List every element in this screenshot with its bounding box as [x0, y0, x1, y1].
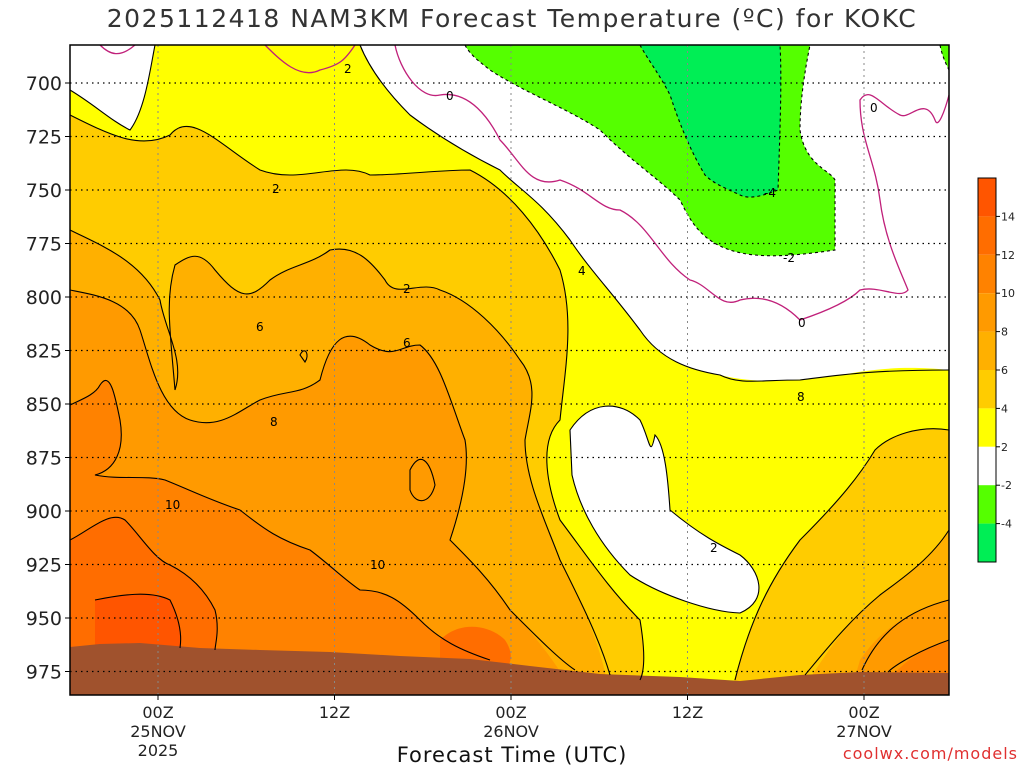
contour-line-negative — [639, 44, 782, 198]
colorbar-bin — [978, 370, 996, 409]
contour-label: -2 — [783, 251, 795, 265]
plot-frame — [69, 44, 950, 696]
contour-label: 2 — [710, 541, 718, 555]
contour-line-negative — [464, 44, 836, 257]
y-tick-label: 725 — [26, 127, 62, 149]
y-tick-label: 850 — [26, 394, 62, 416]
colorbar-bin — [978, 446, 996, 486]
x-axis-title: Forecast Time (UTC) — [396, 743, 628, 767]
colorbar-bin — [978, 523, 996, 562]
contour-label: 6 — [403, 336, 411, 350]
fill-orange-14 — [95, 594, 181, 650]
grid-layer — [70, 45, 949, 695]
fill-white-pocket — [570, 406, 759, 613]
y-tick-label: 975 — [26, 662, 62, 684]
contour-line — [359, 44, 950, 382]
colorbar-label: 12 — [1001, 249, 1015, 262]
colorbar-label: -4 — [1001, 518, 1012, 531]
fill-white-topleft — [70, 45, 155, 130]
contour-line — [569, 405, 760, 614]
contour-label: 8 — [270, 415, 278, 429]
contour-label-layer: 2 0 2 0 -4 -2 4 2 0 6 6 8 8 2 10 10 — [165, 62, 878, 572]
contour-line — [69, 44, 156, 131]
colorbar-label: 10 — [1001, 287, 1015, 300]
fill-green-small — [940, 45, 949, 70]
contour-label: 0 — [870, 101, 878, 115]
colorbar-bin — [978, 178, 996, 217]
colorbar-label: 4 — [1001, 402, 1008, 415]
x-tick-label: 00Z — [495, 703, 526, 722]
contour-label: -4 — [764, 186, 776, 200]
x-tick-label: 12Z — [672, 703, 703, 722]
y-tick-label: 800 — [26, 287, 62, 309]
colorbar: 14 12 10 8 6 4 2 -2 -4 — [977, 177, 1015, 563]
colorbar-label: 6 — [1001, 364, 1008, 377]
colorbar-label: 8 — [1001, 326, 1008, 339]
contour-line — [804, 529, 950, 676]
colorbar-bin — [978, 293, 996, 332]
y-tick-label: 825 — [26, 341, 62, 363]
chart-title: 2025112418 NAM3KM Forecast Temperature (… — [106, 4, 918, 33]
x-tick-label: 00Z — [848, 703, 879, 722]
contour-line — [734, 428, 950, 681]
contour-label: 0 — [446, 89, 454, 103]
colorbar-bin — [978, 254, 996, 294]
temperature-fill-layer — [70, 45, 949, 695]
y-axis: 700 725 750 775 800 825 850 875 900 925 950 975 — [26, 73, 70, 684]
x-tick-label: 12Z — [319, 703, 350, 722]
contour-line — [94, 593, 182, 649]
y-tick-label: 950 — [26, 608, 62, 630]
freezing-contours — [99, 44, 950, 321]
contour-label: 8 — [797, 390, 805, 404]
contour-label: 6 — [256, 320, 264, 334]
y-tick-label: 900 — [26, 501, 62, 523]
y-tick-label: 750 — [26, 180, 62, 202]
contour-line — [409, 458, 436, 502]
x-tick-label: 27NOV — [836, 722, 892, 741]
colorbar-bin — [978, 408, 996, 447]
credit-text: coolwx.com/models — [842, 744, 1018, 763]
contour-label: 2 — [344, 62, 352, 76]
contour-line — [861, 599, 950, 671]
colorbar-bin — [978, 485, 996, 524]
colorbar-label: 2 — [1001, 441, 1008, 454]
x-tick-label: 00Z — [142, 703, 173, 722]
colorbar-bin — [978, 216, 996, 255]
contour-line — [299, 350, 308, 363]
contour-line — [69, 114, 645, 681]
contour-line-zero — [394, 44, 950, 321]
x-tick-label: 2025 — [138, 741, 179, 760]
y-tick-label: 775 — [26, 234, 62, 256]
contour-label: 2 — [272, 182, 280, 196]
y-tick-label: 925 — [26, 555, 62, 577]
contour-line-zero — [264, 44, 356, 74]
contour-label: 10 — [165, 498, 180, 512]
contour-line — [69, 229, 611, 676]
contour-lines — [69, 44, 950, 681]
x-tick-label: 25NOV — [130, 722, 186, 741]
terrain-ground — [70, 643, 949, 695]
colorbar-label: -2 — [1001, 479, 1012, 492]
contour-label: 0 — [798, 316, 806, 330]
contour-label: 4 — [578, 264, 586, 278]
negative-contours — [464, 44, 950, 257]
contour-label: 2 — [403, 282, 411, 296]
contour-line — [69, 379, 491, 661]
contour-line — [887, 639, 950, 673]
contour-line-negative — [939, 44, 950, 71]
contour-line — [69, 289, 576, 671]
colorbar-bin — [978, 331, 996, 370]
x-tick-label: 26NOV — [483, 722, 539, 741]
colorbar-label: 14 — [1001, 210, 1015, 223]
y-tick-label: 875 — [26, 448, 62, 470]
contour-line-zero — [99, 44, 136, 55]
y-tick-label: 700 — [26, 73, 62, 95]
contour-label: 10 — [370, 558, 385, 572]
